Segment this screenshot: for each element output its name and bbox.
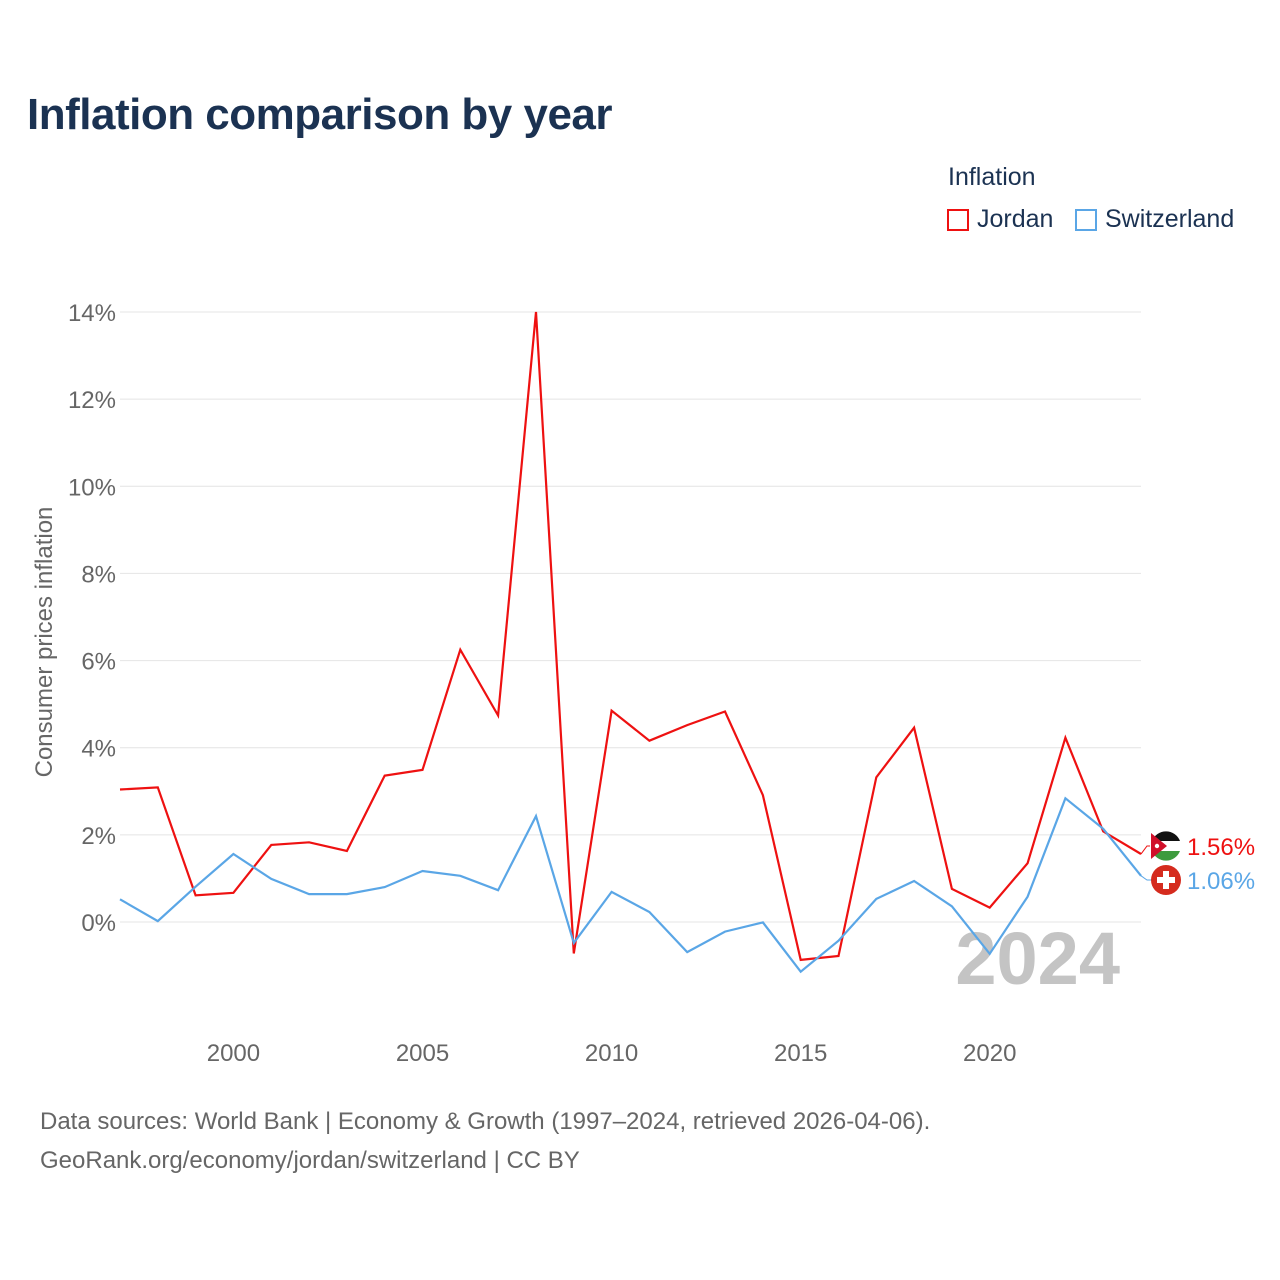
chart-title: Inflation comparison by year <box>27 90 613 139</box>
series-line-jordan <box>119 311 1142 962</box>
y-tick-label: 4% <box>81 736 116 763</box>
x-tick-label: 2000 <box>207 1040 260 1067</box>
y-tick-label: 0% <box>81 910 116 937</box>
year-watermark: 2024 <box>955 917 1120 1000</box>
jordan-flag-icon <box>1150 830 1182 862</box>
x-tick-label: 2005 <box>396 1040 449 1067</box>
y-tick-label: 8% <box>81 561 116 588</box>
y-tick-label: 2% <box>81 823 116 850</box>
series-line-switzerland <box>119 796 1142 974</box>
legend-swatch-jordan <box>947 208 969 231</box>
x-tick-label: 2010 <box>585 1040 638 1067</box>
legend-swatch-switzerland <box>1075 208 1097 231</box>
grid-lines <box>120 311 1141 923</box>
y-axis-label: Consumer prices inflation <box>31 507 58 778</box>
end-label-jordan: 1.56% <box>1187 834 1255 861</box>
y-axis-ticks: 0% 2% 4% 6% 8% 10% 12% 14% <box>68 300 116 937</box>
x-tick-label: 2015 <box>774 1040 827 1067</box>
legend-label-jordan: Jordan <box>977 205 1054 233</box>
footer-source: Data sources: World Bank | Economy & Gro… <box>40 1108 931 1135</box>
series-end-labels: 1.56% 1.06% <box>1140 830 1255 895</box>
y-tick-label: 14% <box>68 300 116 327</box>
x-tick-label: 2020 <box>963 1040 1016 1067</box>
y-tick-label: 6% <box>81 649 116 676</box>
legend-item-jordan[interactable]: Jordan <box>947 205 1053 234</box>
x-axis-ticks: 2000 2005 2010 2015 2020 <box>207 1040 1017 1067</box>
end-label-switzerland: 1.06% <box>1187 868 1255 895</box>
switzerland-flag-icon <box>1151 865 1181 895</box>
legend-title: Inflation <box>948 163 1036 191</box>
legend-item-switzerland[interactable]: Switzerland <box>1075 205 1234 234</box>
legend-label-switzerland: Switzerland <box>1105 205 1235 233</box>
y-tick-label: 12% <box>68 387 116 414</box>
footer-credit: GeoRank.org/economy/jordan/switzerland |… <box>40 1147 580 1174</box>
series-lines <box>119 311 1142 974</box>
y-tick-label: 10% <box>68 474 116 501</box>
